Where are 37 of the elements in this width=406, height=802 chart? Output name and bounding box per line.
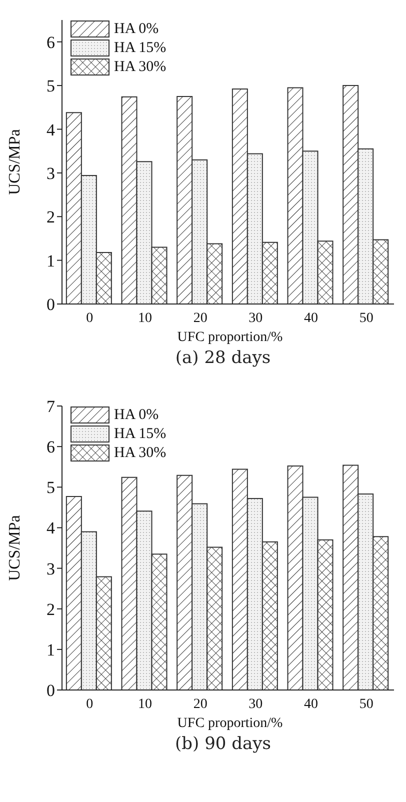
x-tick-label: 50 xyxy=(359,696,374,712)
y-tick-label: 2 xyxy=(46,208,55,227)
legend-label: HA 0% xyxy=(114,20,159,38)
x-axis-title: UFC proportion/% xyxy=(176,716,284,732)
y-axis-title: UCS/MPa xyxy=(6,129,24,195)
x-tick-label: 30 xyxy=(248,310,263,326)
x-tick-label: 50 xyxy=(359,310,374,326)
x-tick-label: 30 xyxy=(248,696,263,712)
y-tick-label: 1 xyxy=(46,251,55,270)
y-tick-label: 1 xyxy=(46,640,55,660)
y-tick-label: 7 xyxy=(46,397,56,416)
legend-label: HA 15% xyxy=(114,40,166,56)
x-tick-label: 10 xyxy=(138,310,152,326)
x-axis-title: UFC proportion/% xyxy=(176,330,284,346)
y-axis-title: UCS/MPa xyxy=(6,515,24,581)
text: (b) 90 days xyxy=(174,734,272,754)
y-tick-label: 4 xyxy=(46,518,56,538)
x-tick-label: 10 xyxy=(138,696,152,712)
x-tick-label: 40 xyxy=(304,310,318,326)
y-tick-label: 6 xyxy=(46,438,55,457)
legend-label: HA 0% xyxy=(114,406,159,424)
x-tick-label: 0 xyxy=(86,310,94,326)
legend-label: HA 30% xyxy=(114,444,166,462)
y-tick-label: 3 xyxy=(46,164,55,183)
x-tick-label: 20 xyxy=(193,310,208,326)
y-tick-label: 3 xyxy=(46,559,55,578)
x-tick-label: 20 xyxy=(193,696,208,712)
y-tick-label: 5 xyxy=(46,76,55,96)
legend-label: HA 15% xyxy=(114,426,166,442)
text: (a) 28 days xyxy=(174,348,272,368)
y-tick-label: 2 xyxy=(46,600,55,619)
y-tick-label: 4 xyxy=(46,120,56,140)
y-tick-label: 5 xyxy=(46,478,55,498)
y-tick-label: 6 xyxy=(46,32,55,52)
x-tick-label: 0 xyxy=(86,696,94,712)
x-tick-label: 40 xyxy=(304,696,318,712)
legend-label: HA 30% xyxy=(114,58,166,76)
